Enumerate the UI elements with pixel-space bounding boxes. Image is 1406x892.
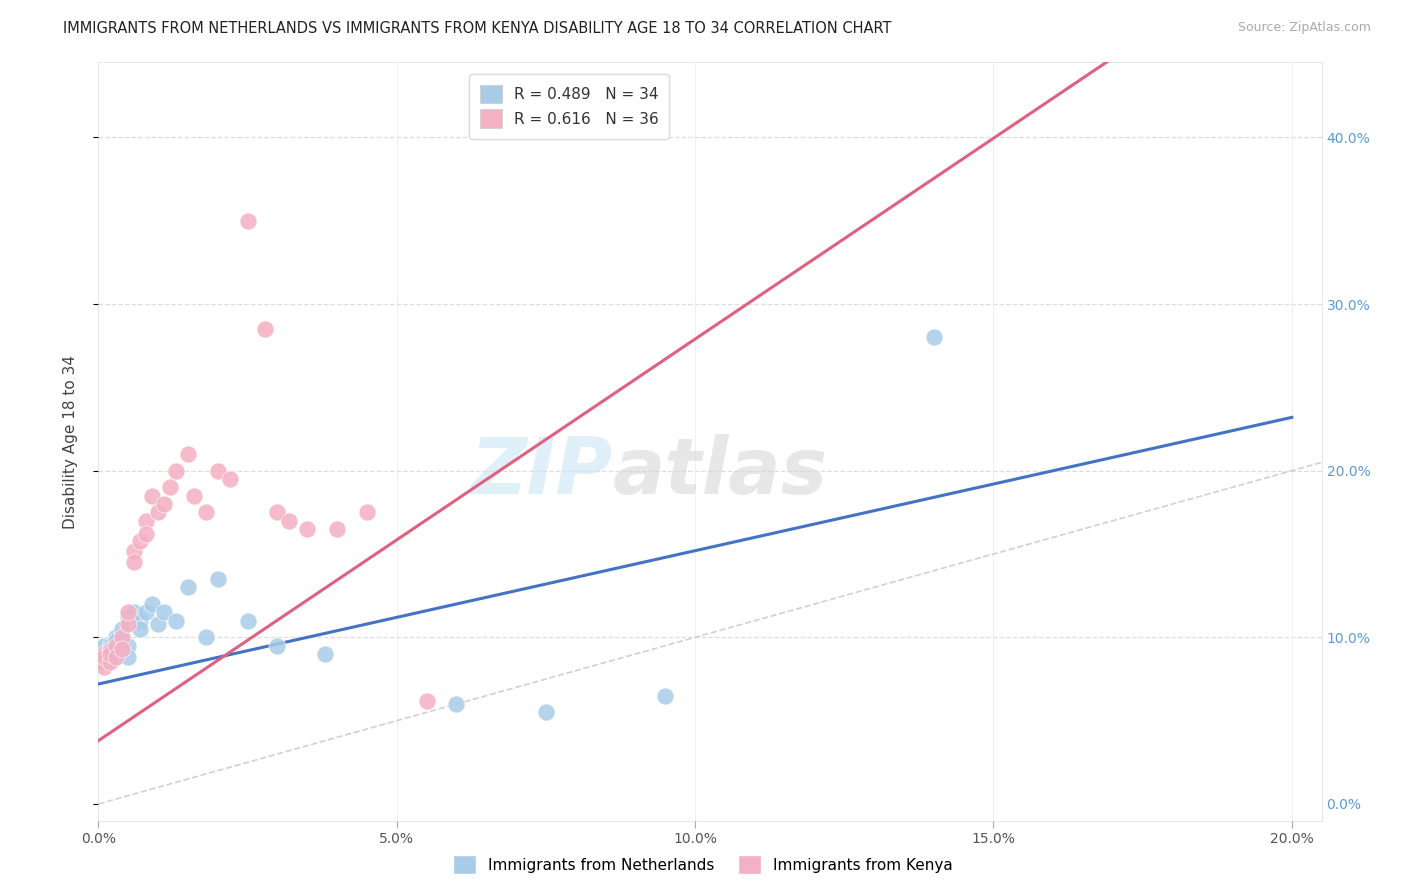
Point	[93, 647, 115, 661]
Point	[122, 543, 145, 558]
Point	[98, 652, 121, 666]
Point	[534, 706, 557, 720]
Point	[194, 631, 217, 645]
Point	[266, 505, 288, 519]
Text: IMMIGRANTS FROM NETHERLANDS VS IMMIGRANTS FROM KENYA DISABILITY AGE 18 TO 34 COR: IMMIGRANTS FROM NETHERLANDS VS IMMIGRANT…	[63, 21, 891, 36]
Point	[146, 617, 169, 632]
Point	[111, 622, 134, 636]
Point	[356, 505, 378, 519]
Y-axis label: Disability Age 18 to 34: Disability Age 18 to 34	[63, 354, 77, 529]
Point	[183, 489, 205, 503]
Point	[117, 605, 139, 619]
Point	[415, 693, 437, 707]
Point	[117, 650, 139, 665]
Point	[105, 633, 128, 648]
Point	[297, 522, 319, 536]
Text: atlas: atlas	[612, 434, 827, 510]
Point	[111, 633, 134, 648]
Point	[90, 656, 112, 670]
Point	[135, 514, 157, 528]
Point	[93, 660, 115, 674]
Point	[326, 522, 349, 536]
Point	[218, 472, 240, 486]
Point	[129, 533, 152, 548]
Point	[98, 643, 121, 657]
Point	[105, 639, 128, 653]
Point	[117, 639, 139, 653]
Point	[98, 642, 121, 657]
Point	[194, 505, 217, 519]
Legend: R = 0.489   N = 34, R = 0.616   N = 36: R = 0.489 N = 34, R = 0.616 N = 36	[470, 74, 669, 138]
Point	[177, 580, 200, 594]
Point	[236, 213, 259, 227]
Point	[98, 647, 121, 661]
Point	[165, 614, 187, 628]
Point	[117, 610, 139, 624]
Point	[141, 489, 163, 503]
Point	[96, 647, 118, 661]
Point	[105, 643, 128, 657]
Text: Source: ZipAtlas.com: Source: ZipAtlas.com	[1237, 21, 1371, 34]
Point	[129, 622, 152, 636]
Point	[254, 322, 277, 336]
Point	[177, 447, 200, 461]
Point	[278, 514, 301, 528]
Point	[93, 650, 115, 665]
Legend: Immigrants from Netherlands, Immigrants from Kenya: Immigrants from Netherlands, Immigrants …	[447, 849, 959, 880]
Point	[236, 614, 259, 628]
Point	[122, 555, 145, 569]
Point	[446, 697, 468, 711]
Point	[93, 643, 115, 657]
Point	[105, 631, 128, 645]
Point	[111, 631, 134, 645]
Point	[207, 464, 229, 478]
Point	[146, 505, 169, 519]
Point	[117, 617, 139, 632]
Point	[111, 642, 134, 657]
Point	[165, 464, 187, 478]
Point	[654, 689, 676, 703]
Point	[105, 650, 128, 665]
Point	[93, 650, 115, 665]
Point	[135, 527, 157, 541]
Text: ZIP: ZIP	[470, 434, 612, 510]
Point	[159, 480, 181, 494]
Point	[129, 614, 152, 628]
Point	[266, 639, 288, 653]
Point	[207, 572, 229, 586]
Point	[90, 656, 112, 670]
Point	[153, 605, 176, 619]
Point	[153, 497, 176, 511]
Point	[135, 605, 157, 619]
Point	[122, 605, 145, 619]
Point	[98, 656, 121, 670]
Point	[93, 639, 115, 653]
Point	[922, 330, 945, 344]
Point	[141, 597, 163, 611]
Point	[314, 647, 336, 661]
Point	[98, 639, 121, 653]
